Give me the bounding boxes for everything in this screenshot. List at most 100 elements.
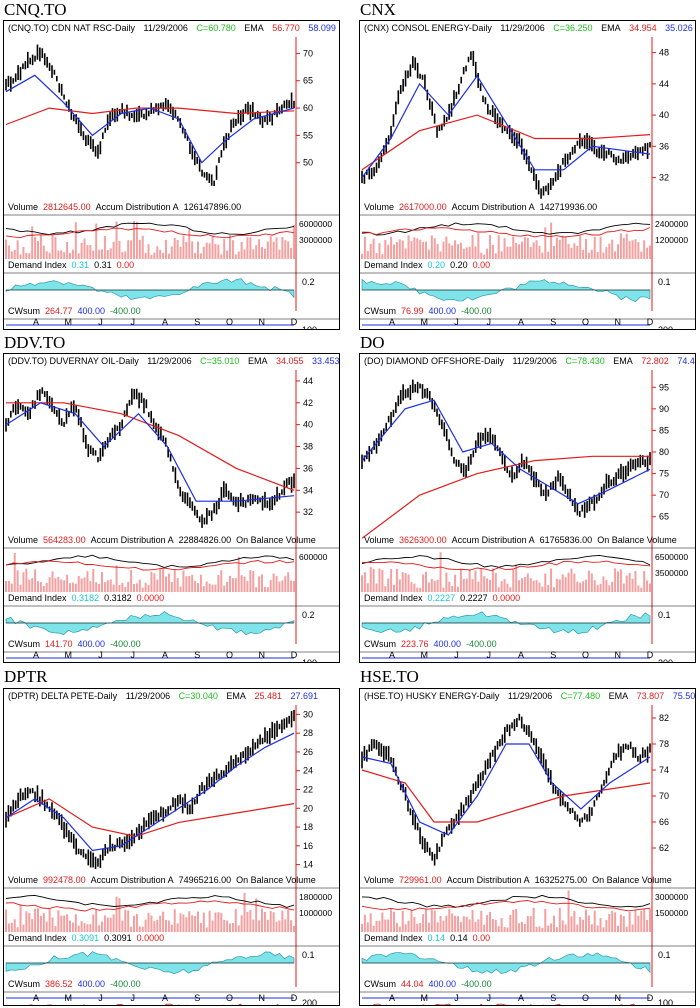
demand-index-area [5,278,295,300]
ad-value: 142719936.00 [539,202,598,212]
month-label: D [647,317,654,327]
chart-title: (DO) DIAMOND OFFSHORE-Daily [364,356,504,366]
ema-slow-line [361,455,650,539]
cwsum-low: -400.00 [461,979,492,989]
ema-fast-line [361,74,651,178]
price-tick-label: 42 [303,398,313,408]
accum-dist-avg-line [361,227,651,238]
demand-label: Demand Index [364,933,423,943]
month-label: A [162,650,168,660]
price-tick-label: 60 [303,103,313,113]
chart-date: 11/29/2006 [125,691,171,701]
month-label: M [421,993,429,1003]
month-label: J [454,317,459,327]
demand-header: Demand Index 0.2227 0.2227 0.0000 [364,593,525,603]
ticker-label: DO [360,333,385,352]
ema-slow-line [5,798,295,838]
accum-dist-line [361,222,651,236]
cwsum-header: CWsum 44.04 400.00 -400.00 [364,979,497,989]
month-label: N [615,650,622,660]
demand-header: Demand Index 0.3091 0.3091 0.0000 [8,933,169,943]
price-tick-label: 70 [659,490,669,500]
chart-title: (CNQ.TO) CDN NAT RSC-Daily [8,23,136,33]
price-tick-label: 32 [303,507,313,517]
chart-date: 11/29/2006 [507,691,553,701]
stock-chart: (CNQ.TO) CDN NAT RSC-Daily 11/29/2006 C=… [3,20,340,330]
cwsum-tick-label: 100 [302,325,317,329]
demand-value-2: 0.3182 [104,593,132,603]
chart-title: (DDV.TO) DUVERNAY OIL-Daily [8,356,139,366]
cwsum-value: 386.52 [45,979,73,989]
cwsum-tick-label: 200 [658,325,673,329]
stock-chart: (HSE.TO) HUSKY ENERGY-Daily 11/29/2006 C… [359,688,696,1006]
ticker-label: DPTR [4,667,48,686]
ema-fast-value: 74.497 [677,356,695,366]
demand-value: 0.3091 [71,933,100,943]
price-tick-label: 55 [303,130,313,140]
ema-slow-line [361,114,651,171]
ad-label: Accum Distribution A [446,875,530,885]
ticker-label: HSE.TO [360,667,419,686]
demand-value-2: 0.14 [450,933,468,943]
month-label: J [487,317,492,327]
volume-label: Volume [8,535,39,545]
price-tick-label: 24 [303,766,313,776]
demand-header: Demand Index 0.14 0.14 0.00 [364,933,495,943]
month-label: S [194,993,200,1003]
volume-header: Volume 992478.00 Accum Distribution A 74965… [8,875,321,885]
ema-fast-line [5,74,295,164]
month-label: D [647,993,654,1003]
price-tick-label: 22 [303,785,313,795]
price-tick-label: 70 [659,791,669,801]
month-label: S [550,993,556,1003]
volume-label: Volume [364,202,395,212]
month-label: O [226,993,233,1003]
month-label: S [550,650,556,660]
ad-value: 74965216.00 [178,875,232,885]
month-label: S [550,317,556,327]
obv-label: On Balance Volume [597,535,677,545]
price-tick-label: 20 [303,803,313,813]
chart-header: (CNQ.TO) CDN NAT RSC-Daily 11/29/2006 C=… [8,23,337,36]
price-tick-label: 62 [659,843,669,853]
cwsum-high: 400.00 [77,306,106,316]
close-value: C=30.040 [178,691,218,701]
price-tick-label: 82 [659,713,669,723]
cwsum-label: CWsum [364,306,396,316]
demand-tick-label: 0.1 [658,610,671,620]
chart-canvas: 48 44 40 36 32 2400000 1200000 0.1 200 A M J J A S O N D [360,37,695,329]
month-label: A [518,317,524,327]
ad-label: Accum Distribution A [95,202,179,212]
chart-canvas: 44 42 40 38 36 34 32 600000 0.2 100 A M J J A S O N D [4,370,339,662]
close-value: C=60.780 [196,23,236,33]
cwsum-label: CWsum [8,639,40,649]
chart-header: (DDV.TO) DUVERNAY OIL-Daily 11/29/2006 C… [8,356,339,369]
ema-label: EMA [608,691,629,701]
demand-label: Demand Index [8,260,67,270]
ema-slow-value: 73.807 [636,691,665,701]
price-tick-label: 44 [659,79,669,89]
volume-tick-label: 1200000 [655,235,688,245]
ema-fast-value: 35.026 [665,23,693,33]
ticker-label: CNX [360,0,396,19]
price-tick-label: 90 [659,404,669,414]
price-tick-label: 34 [303,485,313,495]
ema-slow-value: 72.802 [641,356,669,366]
demand-tick-label: 0.1 [658,950,671,960]
volume-value: 992478.00 [43,875,86,885]
accum-dist-line [361,894,651,908]
stock-chart: (CNX) CONSOL ENERGY-Daily 11/29/2006 C=3… [359,20,696,330]
stock-chart: (DPTR) DELTA PETE-Daily 11/29/2006 C=30.… [3,688,340,1006]
month-label: A [389,993,395,1003]
demand-tick-label: 0.1 [302,950,315,960]
chart-header: (DO) DIAMOND OFFSHORE-Daily 11/29/2006 C… [364,356,695,369]
price-tick-label: 28 [303,728,313,738]
month-label: M [65,993,73,1003]
ticker-label: DDV.TO [4,333,66,352]
price-tick-label: 50 [303,158,313,168]
volume-tick-label: 6500000 [655,552,688,562]
demand-value-3: 0.00 [472,933,491,943]
chart-canvas: 95 90 85 80 75 70 65 6500000 3500000 0.1 200 A M J J A S… [360,370,695,662]
close-value: C=36.250 [553,23,593,33]
price-tick-label: 38 [303,442,313,452]
